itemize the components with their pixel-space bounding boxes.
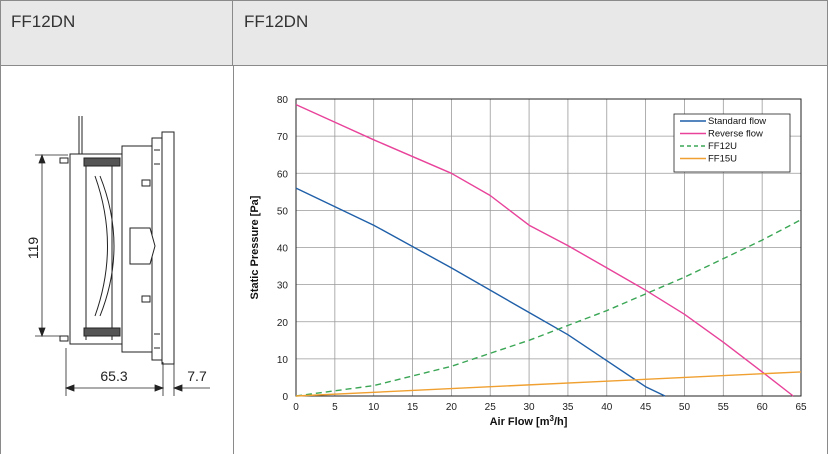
- legend-label: Standard flow: [708, 116, 766, 127]
- x-tick-label: 35: [562, 402, 574, 413]
- x-tick-label: 20: [446, 402, 458, 413]
- depth-dimension: [64, 348, 210, 396]
- y-tick-label: 60: [277, 169, 289, 180]
- header-cell-right: FF12DN: [233, 0, 828, 65]
- x-tick-label: 5: [332, 402, 338, 413]
- legend-label: FF12U: [708, 141, 737, 152]
- left-title: FF12DN: [11, 12, 76, 31]
- right-title: FF12DN: [244, 12, 309, 31]
- depth-dimension-label: 65.3: [100, 368, 127, 384]
- chart-series: [295, 103, 802, 397]
- x-tick-label: 50: [679, 402, 691, 413]
- series-line-standard-flow: [295, 187, 666, 397]
- height-dimension: [35, 153, 68, 338]
- chart-ticks: 0 5 10 15 20 25 30 35 40 45 50 55 60 65 0 10 20 30 40 50 60 7…: [277, 95, 807, 413]
- x-tick-label: 25: [485, 402, 497, 413]
- y-tick-label: 20: [277, 318, 289, 329]
- legend-label: FF15U: [708, 154, 737, 165]
- legend-label: Reverse flow: [708, 129, 763, 140]
- table-border-left: [0, 0, 1, 454]
- height-dimension-label: 119: [25, 237, 41, 260]
- y-tick-label: 0: [282, 392, 288, 403]
- y-tick-label: 70: [277, 132, 289, 143]
- header-cell-left: FF12DN: [0, 0, 233, 65]
- x-tick-label: 60: [757, 402, 769, 413]
- table-border-top: [0, 0, 828, 1]
- y-tick-label: 30: [277, 281, 289, 292]
- y-tick-label: 40: [277, 244, 289, 255]
- x-tick-label: 55: [718, 402, 730, 413]
- x-tick-label: 40: [601, 402, 613, 413]
- y-tick-label: 10: [277, 355, 289, 366]
- series-line-ff12u: [295, 219, 802, 397]
- fan-side-view-drawing: 119 65.3 7.7: [25, 116, 210, 396]
- y-tick-label: 80: [277, 95, 289, 106]
- legend-box: [673, 113, 791, 173]
- x-tick-label: 0: [293, 402, 299, 413]
- performance-chart: 0 5 10 15 20 25 30 35 40 45 50 55 60 65 0 10 20 30 40 50 60 7…: [249, 95, 807, 428]
- x-tick-label: 15: [407, 402, 419, 413]
- table-divider-vertical: [233, 65, 234, 454]
- y-axis-label: Static Pressure [Pa]: [249, 195, 261, 299]
- x-axis-label-end: /h]: [554, 416, 568, 428]
- table-divider-horizontal: [0, 65, 828, 66]
- series-line-reverse-flow: [295, 103, 794, 397]
- series-line-ff15u: [295, 371, 802, 397]
- flange-dimension-label: 7.7: [187, 368, 207, 384]
- x-tick-label: 10: [368, 402, 380, 413]
- x-axis-label: Air Flow [m3/h]: [490, 414, 568, 428]
- x-axis-label-superscript: 3: [549, 414, 554, 423]
- y-tick-label: 50: [277, 206, 289, 217]
- x-tick-label: 65: [795, 402, 807, 413]
- plot-area-frame: [295, 98, 802, 397]
- x-tick-label: 30: [524, 402, 536, 413]
- x-axis-label-main: Air Flow [m: [490, 416, 550, 428]
- x-tick-label: 45: [640, 402, 652, 413]
